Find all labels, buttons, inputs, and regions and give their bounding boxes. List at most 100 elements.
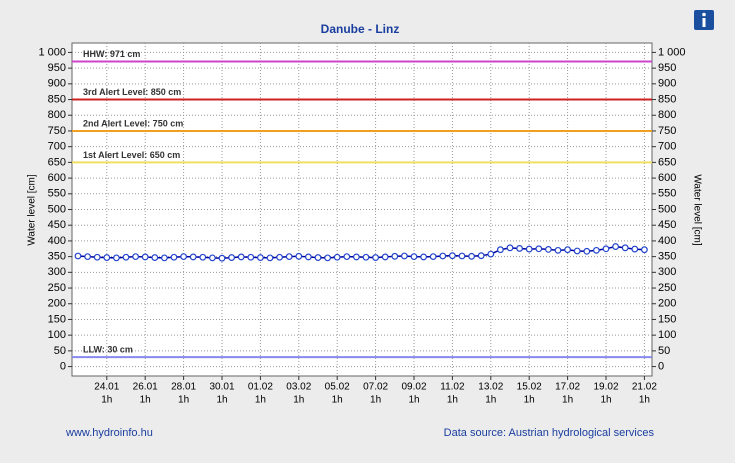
- y2-tick-label: 250: [658, 282, 676, 294]
- data-point: [266, 254, 274, 262]
- reference-label: 1st Alert Level: 650 cm: [83, 150, 180, 160]
- x-tick-label: 09.02: [401, 382, 426, 393]
- data-point: [141, 253, 149, 261]
- data-point: [449, 252, 456, 260]
- y-tick-label: 250: [48, 282, 66, 294]
- data-point: [641, 246, 648, 254]
- data-point: [516, 245, 523, 252]
- data-point: [160, 254, 168, 262]
- x-tick-sublabel: 1h: [101, 395, 112, 406]
- y-tick-label: 800: [48, 109, 66, 121]
- x-tick-sublabel: 1h: [600, 395, 611, 406]
- y-tick-label: 950: [48, 62, 66, 74]
- y2-tick-label: 500: [658, 203, 676, 215]
- x-tick-sublabel: 1h: [639, 395, 650, 406]
- data-point: [477, 252, 485, 260]
- y2-tick-label: 650: [658, 156, 676, 168]
- data-point: [189, 253, 197, 261]
- data-point: [170, 253, 178, 261]
- x-tick-label: 24.01: [94, 382, 119, 393]
- y2-tick-label: 950: [658, 62, 676, 74]
- data-point: [314, 254, 322, 261]
- info-icon-stem: [702, 18, 706, 27]
- reference-label: 3rd Alert Level: 850 cm: [83, 87, 181, 97]
- y2-tick-label: 900: [658, 78, 676, 90]
- y2-tick-label: 0: [658, 360, 664, 372]
- x-tick-label: 26.01: [133, 382, 158, 393]
- y-tick-label: 850: [48, 93, 66, 105]
- y2-tick-label: 850: [658, 93, 676, 105]
- data-point: [535, 245, 543, 253]
- y2-tick-label: 700: [658, 141, 676, 153]
- data-point: [276, 253, 284, 261]
- y-tick-label: 450: [48, 219, 66, 231]
- y-tick-label: 1 000: [38, 46, 66, 58]
- data-point: [74, 252, 82, 260]
- reference-label: 2nd Alert Level: 750 cm: [83, 118, 183, 128]
- data-point: [487, 250, 495, 258]
- data-point: [285, 253, 293, 261]
- x-tick-sublabel: 1h: [178, 395, 189, 406]
- y-tick-label: 300: [48, 266, 66, 278]
- y2-tick-label: 300: [658, 266, 676, 278]
- y-tick-label: 550: [48, 188, 66, 200]
- y2-tick-label: 350: [658, 251, 676, 263]
- data-point: [410, 253, 418, 261]
- y-tick-label: 600: [48, 172, 66, 184]
- data-point: [372, 254, 380, 261]
- x-tick-sublabel: 1h: [216, 395, 227, 406]
- y2-tick-label: 400: [658, 235, 676, 247]
- x-tick-label: 11.02: [440, 382, 465, 393]
- data-point: [497, 246, 504, 254]
- data-point: [602, 245, 610, 253]
- x-tick-label: 15.02: [517, 382, 542, 393]
- data-point: [554, 246, 562, 254]
- y-axis-label: Water level [cm]: [27, 174, 38, 246]
- data-point: [583, 247, 591, 255]
- data-point: [247, 253, 255, 261]
- data-point: [132, 253, 140, 261]
- data-point: [621, 244, 629, 252]
- info-icon-dot: [702, 12, 706, 17]
- y-tick-label: 700: [48, 141, 66, 153]
- x-tick-sublabel: 1h: [524, 395, 535, 406]
- y-tick-label: 650: [48, 156, 66, 168]
- x-tick-label: 30.01: [209, 382, 234, 393]
- data-point: [573, 247, 581, 255]
- data-point: [103, 254, 111, 261]
- y2-tick-label: 150: [658, 313, 676, 325]
- y2-tick-label: 600: [658, 172, 676, 184]
- data-point: [208, 254, 216, 262]
- y-tick-label: 0: [60, 360, 66, 372]
- data-point: [305, 253, 312, 261]
- y2-tick-label: 550: [658, 188, 676, 200]
- y2-tick-label: 100: [658, 329, 676, 341]
- data-point: [343, 253, 351, 261]
- data-point: [199, 253, 207, 261]
- info-icon[interactable]: [694, 10, 714, 30]
- data-point: [237, 253, 245, 261]
- x-tick-label: 28.01: [171, 382, 196, 393]
- data-point: [468, 252, 476, 260]
- x-tick-label: 07.02: [363, 382, 388, 393]
- y2-tick-label: 1 000: [658, 46, 686, 58]
- data-point: [151, 254, 159, 261]
- data-point: [631, 245, 639, 253]
- y-tick-label: 900: [48, 78, 66, 90]
- y-tick-label: 150: [48, 313, 66, 325]
- data-point: [506, 244, 514, 252]
- chart-title: Danube - Linz: [321, 22, 400, 36]
- y-tick-label: 350: [48, 251, 66, 263]
- x-tick-sublabel: 1h: [447, 395, 458, 406]
- data-point: [228, 254, 236, 261]
- footer-link[interactable]: www.hydroinfo.hu: [65, 427, 153, 439]
- x-tick-label: 13.02: [478, 382, 503, 393]
- data-point: [545, 245, 552, 253]
- data-point: [353, 253, 360, 261]
- y-tick-label: 750: [48, 125, 66, 137]
- data-point: [593, 246, 600, 254]
- data-point: [93, 253, 101, 261]
- x-tick-sublabel: 1h: [562, 395, 573, 406]
